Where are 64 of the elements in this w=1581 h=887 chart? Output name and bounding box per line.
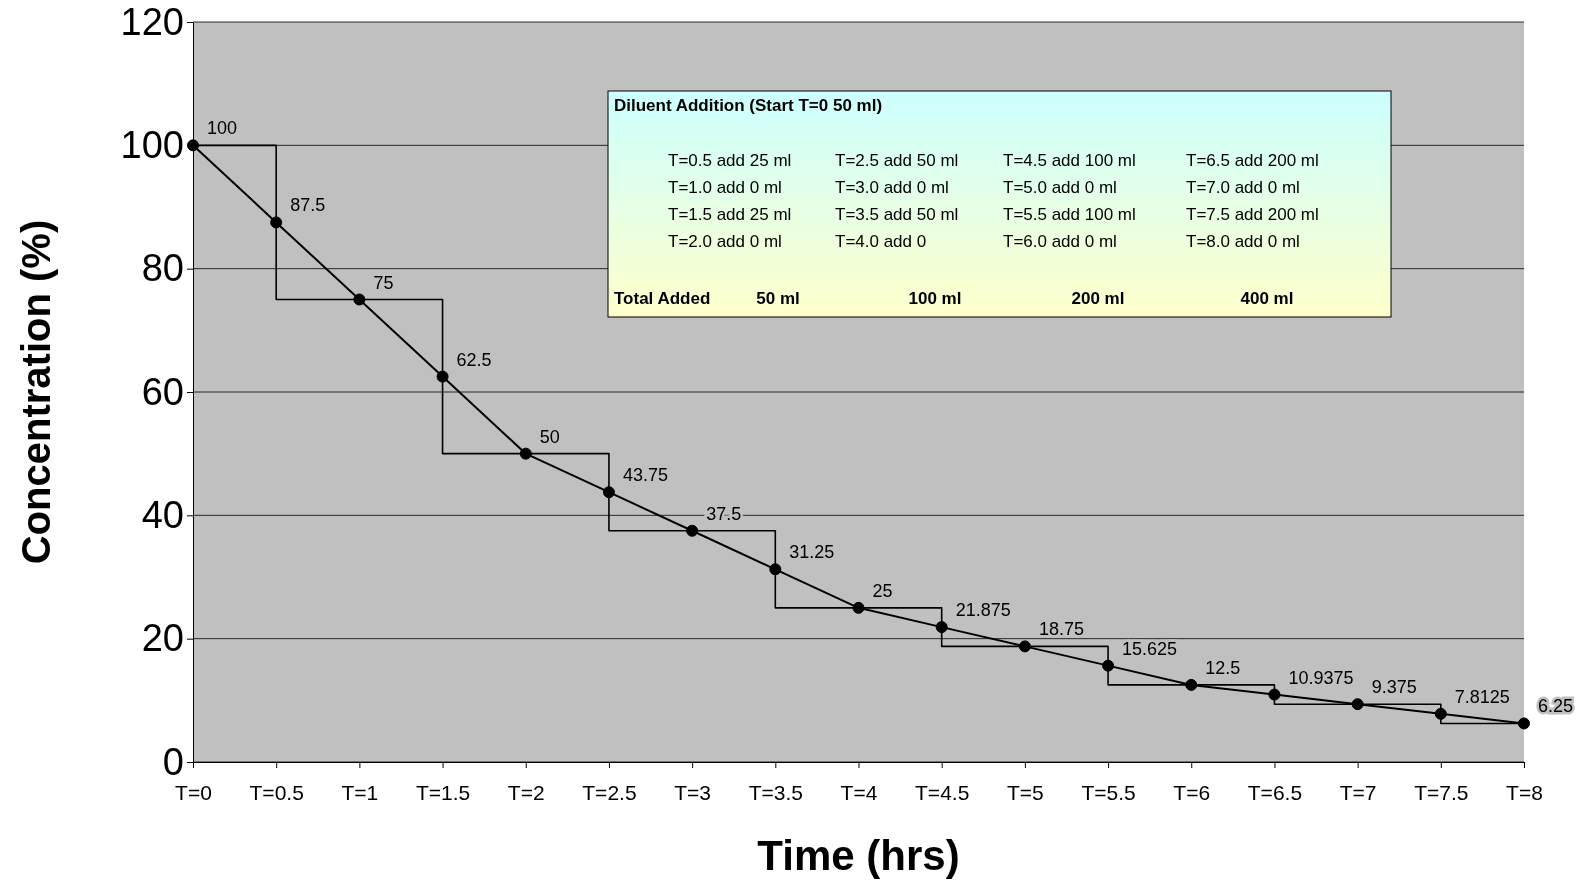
- annotation: T=4.0 add 0: [835, 232, 927, 251]
- annotation: 100 ml: [908, 289, 962, 308]
- data-label: 9.375: [1371, 677, 1417, 698]
- annotation: T=2.0 add 0 ml: [668, 232, 782, 251]
- y-tick-label: 100: [120, 123, 184, 166]
- x-tick-label: T=1: [341, 781, 379, 805]
- x-tick-label: T=0.5: [249, 781, 304, 805]
- data-label: 7.8125: [1454, 686, 1510, 707]
- annotation: Diluent Addition (Start T=0 50 ml): [614, 96, 883, 115]
- x-tick-label: T=4.5: [915, 781, 970, 805]
- x-tick-label: T=4: [840, 781, 878, 805]
- annotation: T=0.5 add 25 ml: [668, 151, 792, 170]
- data-label: 87.5: [290, 195, 326, 216]
- data-label: 6.25: [1538, 696, 1574, 717]
- y-tick-label: 120: [120, 0, 184, 43]
- annotation: Total Added: [614, 289, 711, 308]
- x-tick-label: T=1.5: [415, 781, 471, 805]
- annotation: T=1.0 add 0 ml: [668, 178, 782, 197]
- y-tick-label: 80: [141, 247, 184, 290]
- x-tick-label: T=6: [1173, 781, 1211, 805]
- x-tick-label: T=5: [1006, 781, 1044, 805]
- x-tick-label: T=2: [507, 781, 545, 805]
- x-tick-label: T=3: [674, 781, 712, 805]
- y-axis-title: Concentration (%): [14, 219, 58, 565]
- data-label: 12.5: [1205, 657, 1241, 678]
- x-tick-label: T=7.5: [1414, 781, 1469, 805]
- annotation: T=5.0 add 0 ml: [1003, 178, 1117, 197]
- annotation: T=1.5 add 25 ml: [668, 205, 792, 224]
- data-label: 25: [872, 580, 893, 601]
- annotation: T=3.5 add 50 ml: [835, 205, 959, 224]
- x-tick-label: T=7: [1339, 781, 1377, 805]
- y-tick-label: 40: [141, 493, 184, 536]
- annotation: T=5.5 add 100 ml: [1003, 205, 1136, 224]
- x-axis-title: Time (hrs): [757, 832, 960, 879]
- data-label: 10.9375: [1288, 667, 1354, 688]
- annotation: T=8.0 add 0 ml: [1186, 232, 1300, 251]
- data-label: 75: [373, 272, 394, 293]
- data-label: 31.25: [789, 542, 835, 563]
- x-tick-label: T=5.5: [1081, 781, 1136, 805]
- x-tick-label: T=8: [1506, 781, 1543, 805]
- data-label: 100: [207, 118, 238, 139]
- annotation: T=3.0 add 0 ml: [835, 178, 949, 197]
- y-tick-label: 0: [162, 740, 184, 783]
- data-label: 43.75: [622, 465, 668, 486]
- x-tick-label: T=6.5: [1247, 781, 1303, 805]
- y-tick-label: 20: [141, 617, 184, 660]
- x-tick-label: T=2.5: [582, 781, 637, 805]
- annotation: 200 ml: [1071, 289, 1125, 308]
- annotation: T=7.5 add 200 ml: [1186, 205, 1319, 224]
- data-label: 18.75: [1038, 619, 1084, 640]
- annotation: T=6.5 add 200 ml: [1186, 151, 1319, 170]
- annotation: T=7.0 add 0 ml: [1186, 178, 1300, 197]
- annotation: T=6.0 add 0 ml: [1003, 232, 1117, 251]
- x-tick-label: T=3.5: [748, 781, 803, 805]
- data-label: 62.5: [456, 349, 492, 370]
- annotation: 50 ml: [756, 289, 800, 308]
- data-label: 15.625: [1122, 638, 1178, 659]
- annotation: T=2.5 add 50 ml: [835, 151, 959, 170]
- annotation: 400 ml: [1240, 289, 1294, 308]
- data-label: 21.875: [955, 600, 1011, 621]
- data-label: 50: [539, 426, 560, 447]
- x-tick-label: T=0: [175, 781, 212, 805]
- y-tick-label: 60: [141, 370, 184, 413]
- annotation: T=4.5 add 100 ml: [1003, 151, 1136, 170]
